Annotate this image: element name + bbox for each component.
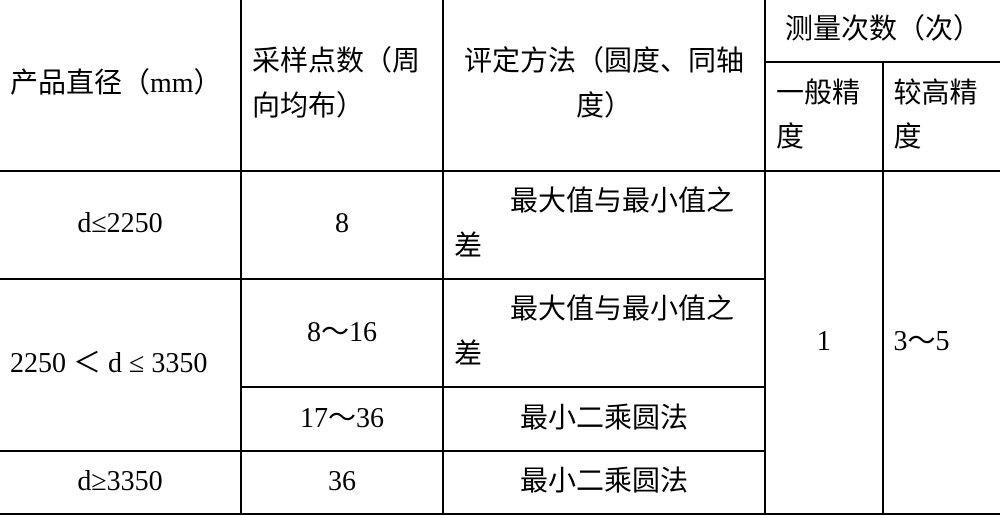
- header-high-precision: 较高精度: [883, 62, 1000, 170]
- cell-sampling-2a: 8～16: [241, 279, 443, 387]
- cell-diameter-1: d≤2250: [0, 171, 241, 279]
- cell-high-val: 3～5: [883, 171, 1000, 514]
- header-diameter: 产品直径（mm）: [0, 0, 241, 171]
- cell-diameter-2: 2250 ＜ d ≤ 3350: [0, 279, 241, 451]
- spec-table: 产品直径（mm） 采样点数（周向均布） 评定方法（圆度、同轴度） 测量次数（次）…: [0, 0, 1000, 515]
- cell-sampling-2b: 17～36: [241, 387, 443, 450]
- cell-method-3: 最小二乘圆法: [443, 451, 765, 514]
- cell-sampling-1: 8: [241, 171, 443, 279]
- header-normal-precision: 一般精度: [765, 62, 883, 170]
- header-measure-group: 测量次数（次）: [765, 0, 1000, 62]
- cell-diameter-3: d≥3350: [0, 451, 241, 514]
- cell-method-1: 最大值与最小值之差: [443, 171, 765, 279]
- cell-method-2b: 最小二乘圆法: [443, 387, 765, 450]
- cell-method-2a: 最大值与最小值之差: [443, 279, 765, 387]
- header-sampling: 采样点数（周向均布）: [241, 0, 443, 171]
- header-method: 评定方法（圆度、同轴度）: [443, 0, 765, 171]
- cell-sampling-3: 36: [241, 451, 443, 514]
- cell-normal-val: 1: [765, 171, 883, 514]
